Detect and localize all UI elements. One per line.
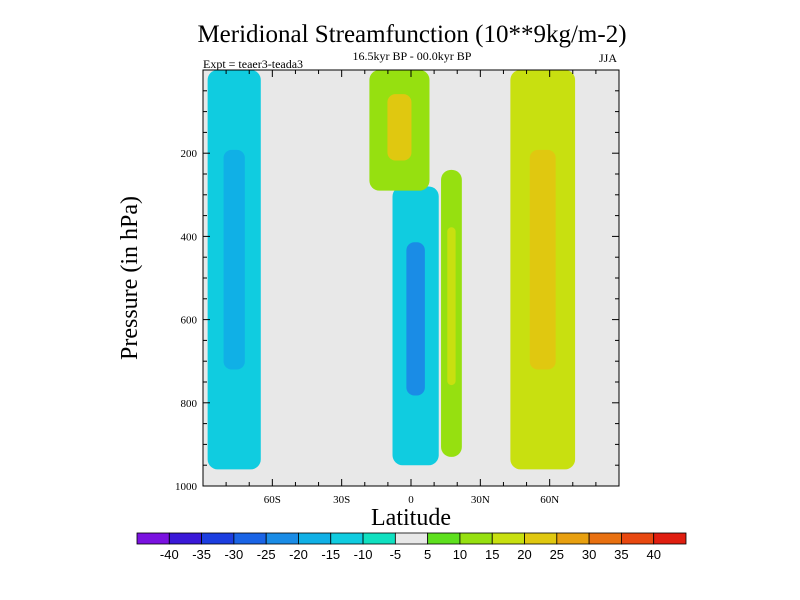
colorbar-swatch bbox=[136, 532, 170, 545]
contour-core-southern-polar-cell bbox=[223, 149, 245, 370]
colorbar-swatch bbox=[588, 532, 622, 545]
colorbar-swatch bbox=[621, 532, 655, 545]
colorbar-swatch bbox=[459, 532, 493, 545]
colorbar-swatch bbox=[201, 532, 235, 545]
colorbar-swatch bbox=[265, 532, 299, 545]
x-tick-label: 30S bbox=[333, 494, 350, 506]
contour-regions bbox=[207, 70, 576, 470]
x-ticks: 60S 30S 0 30N 60N bbox=[202, 70, 620, 506]
colorbar-label: -10 bbox=[354, 547, 373, 562]
colorbar-swatch bbox=[427, 532, 461, 545]
colorbar-label: 15 bbox=[485, 547, 499, 562]
contour-core-nh-midlatitude-positive bbox=[529, 149, 556, 370]
colorbar-swatch bbox=[491, 532, 525, 545]
y-tick-label: 400 bbox=[181, 231, 198, 243]
colorbar-label: -5 bbox=[390, 547, 402, 562]
x-tick-label: 60N bbox=[540, 494, 559, 506]
y-tick-label: 200 bbox=[181, 148, 198, 160]
x-axis-label: Latitude bbox=[371, 505, 451, 531]
colorbar-swatch bbox=[233, 532, 267, 545]
contour-core-nh-subtropical-positive bbox=[447, 227, 456, 386]
x-tick-label: 30N bbox=[471, 494, 490, 506]
x-tick-label: 60S bbox=[264, 494, 281, 506]
colorbar-swatch bbox=[394, 532, 429, 545]
season-label: JJA bbox=[599, 51, 617, 65]
plot-area: 200 400 600 800 1000 60S 30S 0 30N 60N bbox=[175, 69, 620, 506]
colorbar-swatch bbox=[330, 532, 364, 545]
colorbar-swatch bbox=[298, 532, 332, 545]
colorbar-label: 35 bbox=[614, 547, 628, 562]
colorbar-swatch bbox=[168, 532, 202, 545]
colorbar-label: 20 bbox=[517, 547, 531, 562]
y-tick-label: 600 bbox=[181, 315, 198, 327]
y-ticks: 200 400 600 800 1000 bbox=[175, 90, 619, 493]
colorbar: -40 -35 -30 -25 -20 -15 -10 -5 5 10 15 20 25 30 35 40 bbox=[136, 532, 687, 562]
contour-core-upper-equatorial-positive bbox=[387, 94, 412, 161]
colorbar-swatch bbox=[362, 532, 396, 545]
contour-core-equatorial-negative-cell bbox=[406, 242, 425, 396]
colorbar-swatch bbox=[653, 532, 687, 545]
colorbar-swatch bbox=[524, 532, 558, 545]
colorbar-label: -25 bbox=[257, 547, 276, 562]
experiment-label: Expt = teaer3-teada3 bbox=[203, 57, 303, 71]
y-tick-label: 1000 bbox=[175, 481, 198, 493]
colorbar-label: 30 bbox=[582, 547, 596, 562]
colorbar-label: 40 bbox=[646, 547, 660, 562]
colorbar-label: 10 bbox=[453, 547, 467, 562]
x-tick-label: 0 bbox=[408, 494, 414, 506]
colorbar-label: -15 bbox=[321, 547, 340, 562]
y-axis-label: Pressure (in hPa) bbox=[117, 196, 143, 360]
colorbar-swatch bbox=[556, 532, 590, 545]
chart-title: Meridional Streamfunction (10**9kg/m-2) bbox=[197, 21, 626, 48]
chart-subtitle: 16.5kyr BP - 00.0kyr BP bbox=[353, 49, 472, 63]
colorbar-label: -40 bbox=[160, 547, 179, 562]
y-tick-label: 800 bbox=[181, 398, 198, 410]
colorbar-label: -20 bbox=[289, 547, 308, 562]
colorbar-label: 5 bbox=[424, 547, 431, 562]
colorbar-label: -35 bbox=[192, 547, 211, 562]
colorbar-label: 25 bbox=[550, 547, 564, 562]
colorbar-label: -30 bbox=[224, 547, 243, 562]
